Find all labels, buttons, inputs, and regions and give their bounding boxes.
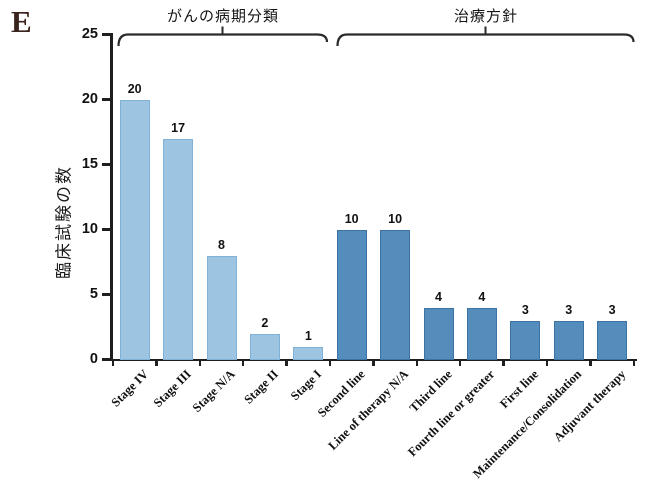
value-label-stage-i: 1 bbox=[304, 328, 312, 343]
x-axis-tick bbox=[111, 359, 115, 366]
y-tick-label-0: 0 bbox=[89, 350, 98, 367]
panel-label: E bbox=[11, 4, 32, 39]
y-tick-label-10: 10 bbox=[81, 220, 98, 237]
value-label-stage-n-a: 8 bbox=[218, 237, 225, 252]
value-label-line-of-therapy-n-a: 10 bbox=[388, 211, 403, 226]
bar-stage-n-a bbox=[206, 255, 237, 360]
x-axis-tick bbox=[372, 359, 375, 366]
bar-fourth-line-or-greater bbox=[466, 307, 497, 360]
y-axis-line bbox=[110, 33, 113, 361]
bar-adjuvant-therapy bbox=[597, 320, 628, 360]
y-tick-label-15: 15 bbox=[81, 155, 98, 172]
x-axis-tick bbox=[198, 359, 201, 366]
x-axis-tick bbox=[502, 359, 505, 366]
x-axis-line bbox=[106, 358, 637, 362]
value-label-third-line: 4 bbox=[435, 289, 442, 304]
x-axis-tick bbox=[415, 359, 418, 366]
y-tick-label-20: 20 bbox=[81, 90, 98, 107]
y-axis-tick bbox=[102, 33, 111, 36]
bar-stage-iii bbox=[163, 138, 194, 360]
x-axis-tick bbox=[155, 359, 158, 366]
y-axis-tick bbox=[102, 293, 111, 296]
bar-maintenance-consolidation bbox=[553, 320, 584, 360]
y-axis-tick bbox=[102, 358, 111, 361]
y-axis-tick bbox=[102, 228, 111, 231]
x-axis-tick bbox=[459, 359, 462, 366]
category-label-stage-iii: Stage III bbox=[150, 367, 195, 411]
y-axis-tick bbox=[102, 98, 111, 101]
bar-second-line bbox=[336, 229, 367, 360]
value-label-maintenance-consolidation: 3 bbox=[565, 302, 573, 317]
y-tick-label-5: 5 bbox=[89, 285, 98, 302]
bar-first-line bbox=[510, 320, 541, 360]
group-label-treatment-policy: 治療方針 bbox=[453, 8, 519, 25]
bar-line-of-therapy-n-a bbox=[380, 229, 411, 360]
category-label-stage-iv: Stage IV bbox=[108, 367, 151, 410]
category-label-stage-n-a: Stage N/A bbox=[189, 367, 238, 415]
value-label-adjuvant-therapy: 3 bbox=[608, 302, 616, 317]
x-axis-tick bbox=[632, 359, 635, 366]
bar-stage-iv bbox=[119, 99, 150, 360]
x-axis-tick bbox=[589, 359, 592, 366]
y-tick-label-25: 25 bbox=[81, 25, 98, 42]
x-axis-tick bbox=[285, 359, 288, 366]
category-label-stage-i: Stage I bbox=[288, 367, 325, 404]
y-axis-tick bbox=[102, 163, 111, 166]
value-label-stage-iii: 17 bbox=[171, 120, 186, 135]
category-label-stage-ii: Stage II bbox=[241, 367, 281, 407]
x-axis-tick bbox=[545, 359, 549, 366]
category-label-line-of-therapy-n-a: Line of therapy N/A bbox=[325, 367, 412, 453]
bar-stage-i bbox=[293, 346, 324, 360]
group-label-cancer-stage: がんの病期分類 bbox=[166, 8, 280, 25]
bar-stage-ii bbox=[249, 333, 280, 360]
value-label-stage-ii: 2 bbox=[261, 315, 269, 330]
bar-third-line bbox=[423, 307, 454, 360]
value-label-fourth-line-or-greater: 4 bbox=[478, 289, 486, 304]
x-axis-tick bbox=[242, 359, 245, 366]
value-label-stage-iv: 20 bbox=[127, 81, 142, 96]
brace-treatment-policy bbox=[336, 33, 635, 47]
x-axis-tick bbox=[328, 359, 332, 366]
value-label-first-line: 3 bbox=[521, 302, 529, 317]
value-label-second-line: 10 bbox=[344, 211, 359, 226]
brace-cancer-stage bbox=[117, 33, 329, 47]
